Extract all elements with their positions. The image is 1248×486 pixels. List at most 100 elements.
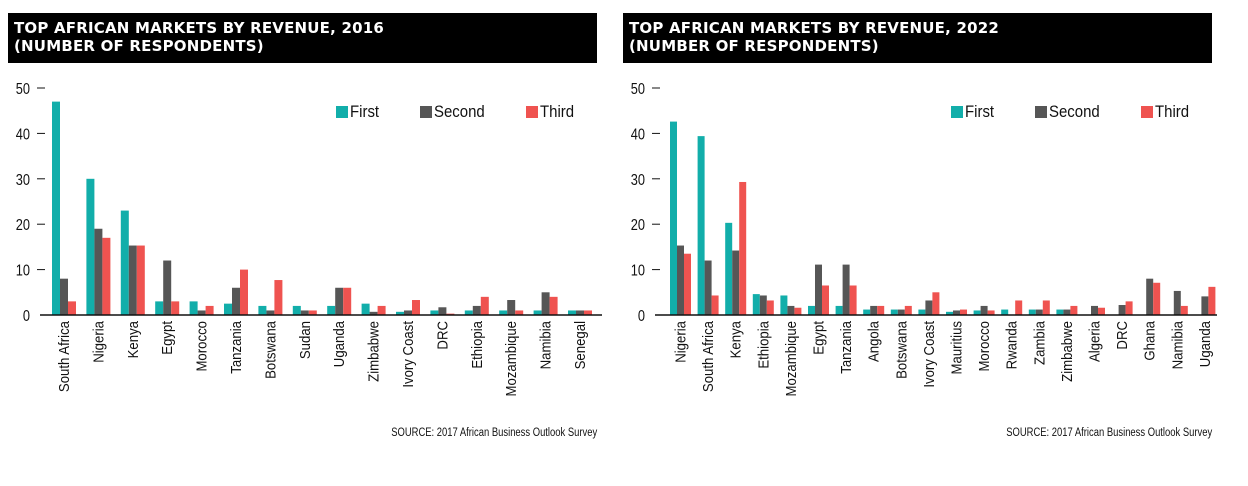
bar-third: [515, 310, 524, 315]
bar-third: [794, 307, 802, 315]
x-tick-label: DRC: [434, 321, 451, 350]
bar-first: [52, 101, 60, 316]
x-tick-label: Uganda: [1196, 321, 1213, 367]
chart-title: TOP AFRICAN MARKETS BY REVENUE, 2016: [14, 19, 384, 37]
bar-third: [1208, 286, 1216, 315]
bar-first: [189, 301, 198, 315]
chart-subtitle: (NUMBER OF RESPONDENTS): [629, 37, 879, 55]
bar-second: [870, 305, 878, 315]
x-tick-label: South Africa: [55, 321, 72, 392]
bar-first: [697, 136, 705, 315]
chart-title: TOP AFRICAN MARKETS BY REVENUE, 2022: [629, 19, 999, 37]
x-tick-label: Algeria: [1086, 321, 1103, 362]
bar-third: [308, 310, 317, 315]
x-tick-label: Botswana: [262, 321, 279, 379]
bar-first: [327, 305, 336, 315]
legend-item-second: Second: [1035, 102, 1107, 122]
bar-second: [1173, 290, 1181, 315]
legend-item-second: Second: [420, 102, 492, 122]
bar-first: [464, 310, 473, 315]
legend-label-third: Third: [540, 102, 575, 121]
bar-third: [412, 300, 420, 315]
x-tick-label: Zambia: [1030, 321, 1047, 365]
bar-first: [1028, 309, 1036, 315]
bar-third: [1015, 300, 1023, 315]
bar-second: [541, 292, 550, 315]
legend-label-first: First: [350, 102, 380, 121]
legend-item-first: First: [336, 102, 383, 122]
bar-first: [292, 305, 301, 315]
bar-third: [171, 301, 180, 315]
chart-title-box: TOP AFRICAN MARKETS BY REVENUE, 2016 (NU…: [8, 13, 597, 63]
x-tick-label: Angola: [865, 321, 882, 362]
legend-item-first: First: [951, 102, 998, 122]
bar-second: [1035, 309, 1043, 315]
bar-third: [1125, 301, 1133, 315]
legend-label-first: First: [965, 102, 995, 121]
chart-panel-2016: TOP AFRICAN MARKETS BY REVENUE, 2016 (NU…: [0, 0, 615, 486]
x-tick-label: Tanzania: [837, 321, 854, 374]
bar-first: [224, 303, 232, 315]
bar-second: [704, 260, 712, 315]
bar-third: [987, 310, 995, 315]
bar-third: [877, 305, 885, 315]
x-tick-label: Egypt: [810, 321, 827, 355]
chart-title-box: TOP AFRICAN MARKETS BY REVENUE, 2022 (NU…: [623, 13, 1212, 63]
bar-third: [904, 305, 912, 315]
y-tick-label: 40: [631, 126, 645, 144]
bar-first: [918, 309, 926, 315]
bar-second: [842, 264, 850, 315]
y-tick-label: 30: [631, 172, 645, 190]
bar-second: [369, 311, 378, 315]
bar-first: [361, 303, 370, 315]
legend-swatch-third: [526, 106, 538, 118]
bar-second: [232, 287, 240, 315]
x-tick-label: Senegal: [571, 321, 588, 369]
legend-swatch-first: [336, 106, 348, 118]
x-tick-label: South Africa: [699, 321, 716, 392]
bar-first: [499, 310, 508, 315]
bar-first: [835, 305, 843, 315]
bar-second: [732, 250, 740, 315]
y-tick-label: 30: [16, 172, 30, 190]
x-tick-label: Ivory Coast: [399, 321, 416, 388]
x-tick-label: Zimbabwe: [1058, 321, 1075, 382]
bar-second: [128, 245, 137, 315]
y-tick-label: 50: [16, 81, 30, 99]
x-tick-label: Botswana: [892, 321, 909, 379]
bar-second: [897, 309, 905, 315]
bar-second: [266, 310, 275, 315]
bar-third: [480, 296, 489, 315]
y-tick-label: 20: [631, 217, 645, 235]
x-tick-label: Rwanda: [1003, 321, 1020, 370]
bar-second: [472, 305, 481, 315]
source-note: SOURCE: 2017 African Business Outlook Su…: [1006, 427, 1212, 439]
chart-subtitle: (NUMBER OF RESPONDENTS): [14, 37, 264, 55]
x-tick-label: Nigeria: [672, 321, 689, 363]
bar-third: [377, 305, 386, 315]
bar-second: [980, 305, 988, 315]
bar-second: [163, 260, 172, 315]
bar-third: [343, 287, 352, 315]
bar-second: [197, 310, 206, 315]
x-tick-label: Zimbabwe: [365, 321, 382, 382]
bar-second: [815, 264, 822, 315]
bar-first: [946, 311, 953, 315]
bar-second: [404, 310, 412, 315]
bar-second: [787, 305, 795, 315]
x-tick-label: Egypt: [158, 321, 175, 355]
bar-first: [155, 301, 164, 315]
bar-third: [1180, 305, 1188, 315]
bar-second: [576, 310, 584, 315]
bar-first: [1001, 309, 1009, 315]
chart-panel-2022: TOP AFRICAN MARKETS BY REVENUE, 2022 (NU…: [615, 0, 1230, 486]
bar-first: [430, 310, 439, 315]
bar-third: [240, 269, 248, 315]
y-tick-label: 0: [23, 308, 30, 326]
bar-third: [549, 296, 558, 315]
x-tick-label: Sudan: [296, 321, 313, 359]
y-tick-label: 40: [16, 126, 30, 144]
legend-swatch-first: [951, 106, 963, 118]
y-tick-label: 10: [16, 262, 30, 280]
x-tick-label: Mozambique: [502, 321, 519, 397]
